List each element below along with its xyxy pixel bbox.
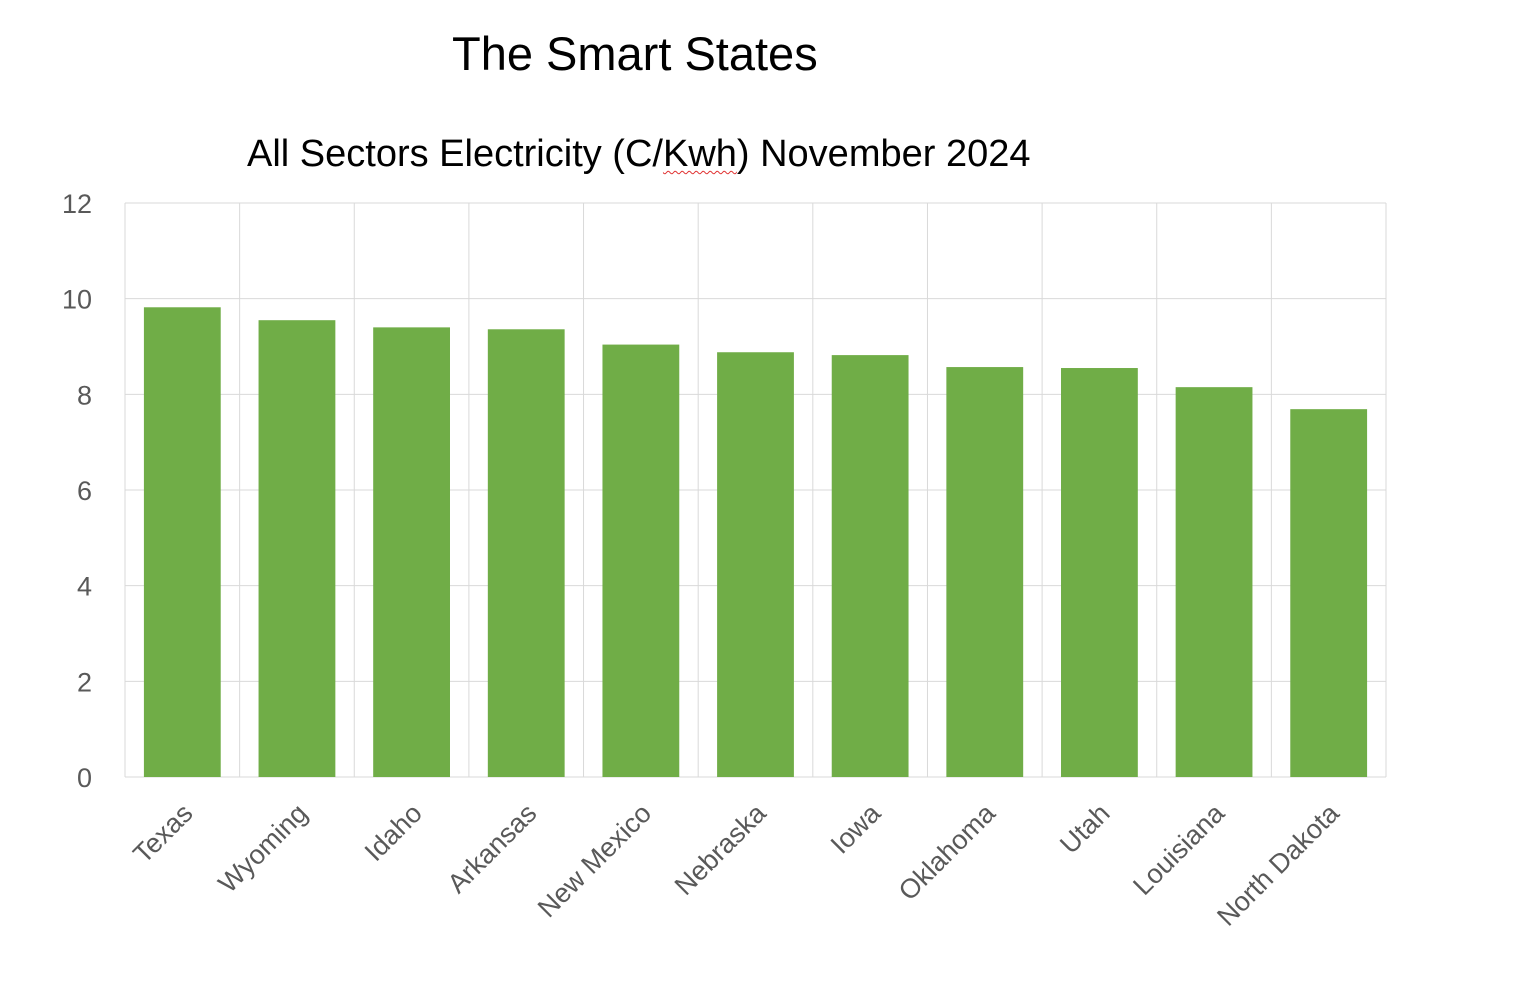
- x-tick-label-iowa: Iowa: [825, 797, 887, 859]
- chart-title-spellcheck-word: Kwh: [662, 133, 737, 175]
- chart-title-start: All Sectors Electricity (C/: [247, 133, 663, 175]
- x-tick-label-wyoming: Wyoming: [213, 798, 314, 899]
- x-tick-label-louisiana: Louisiana: [1127, 797, 1231, 901]
- page-title: The Smart States: [452, 27, 818, 80]
- y-tick-label-2: 4: [77, 572, 92, 602]
- bar-north-dakota: [1290, 409, 1368, 777]
- bar-texas: [143, 307, 221, 777]
- bar-wyoming: [258, 320, 336, 777]
- y-tick-label-0: 0: [77, 763, 92, 793]
- x-tick-label-texas: Texas: [127, 798, 198, 869]
- bar-arkansas: [487, 329, 565, 777]
- y-tick-label-5: 10: [62, 285, 92, 315]
- x-tick-label-utah: Utah: [1054, 798, 1116, 860]
- y-tick-label-4: 8: [77, 380, 92, 410]
- y-tick-label-1: 2: [77, 667, 92, 697]
- bar-oklahoma: [946, 367, 1024, 777]
- bar-idaho: [373, 327, 450, 777]
- x-tick-label-nebraska: Nebraska: [669, 797, 773, 901]
- x-tick-label-arkansas: Arkansas: [442, 798, 543, 899]
- x-tick-label-north-dakota: North Dakota: [1211, 797, 1345, 931]
- x-tick-label-idaho: Idaho: [359, 798, 428, 867]
- bar-utah: [1061, 368, 1138, 777]
- bar-louisiana: [1175, 387, 1253, 777]
- y-tick-label-3: 6: [77, 476, 92, 506]
- bar-nebraska: [717, 352, 794, 777]
- chart-title: All Sectors Electricity (C/Kwh) November…: [247, 133, 1030, 176]
- y-tick-label-6: 12: [62, 189, 92, 219]
- x-tick-label-new-mexico: New Mexico: [532, 798, 657, 923]
- bar-new-mexico: [602, 344, 680, 777]
- bar-iowa: [831, 355, 909, 777]
- chart-title-end: ) November 2024: [736, 133, 1031, 175]
- x-tick-label-oklahoma: Oklahoma: [893, 797, 1002, 906]
